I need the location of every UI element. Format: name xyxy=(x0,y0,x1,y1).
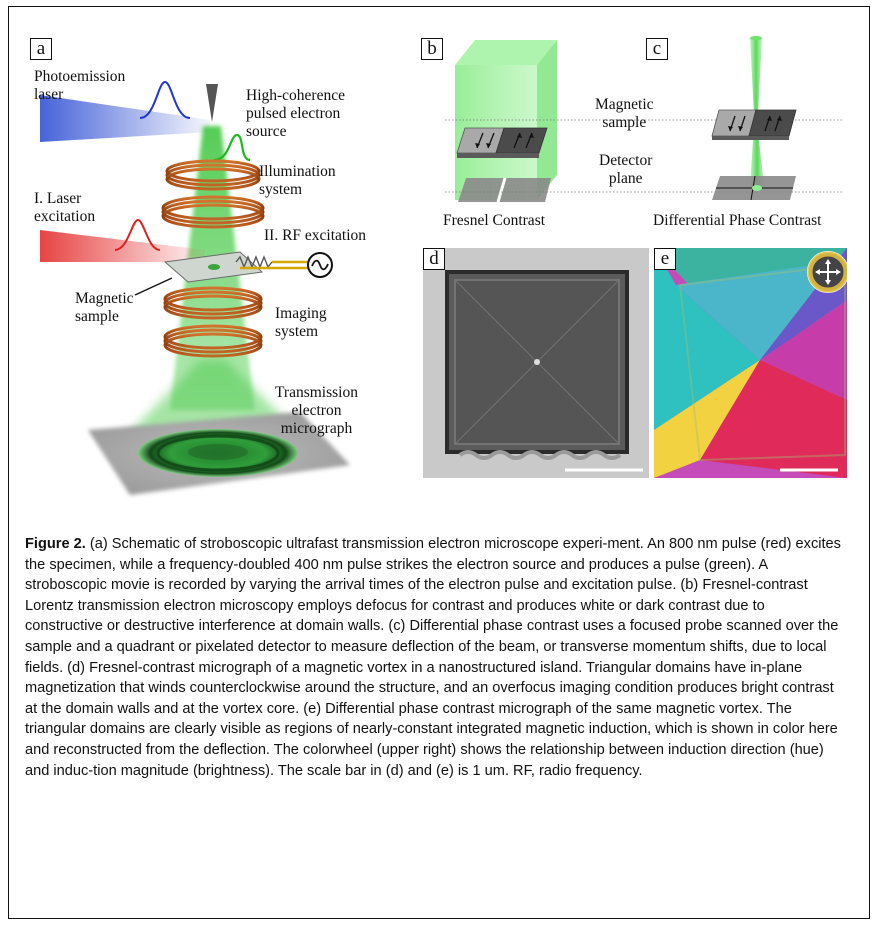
label-magnetic-sample-a: Magnetic sample xyxy=(75,290,134,325)
photoemission-laser-beam xyxy=(40,95,210,142)
label-electron-source: High-coherence pulsed electron source xyxy=(246,87,345,140)
panel-letter-b: b xyxy=(421,38,443,60)
label-magnetic-sample-c: Magnetic sample xyxy=(595,96,654,131)
panel-d-micrograph xyxy=(423,248,649,478)
green-pulse-icon xyxy=(213,133,251,162)
red-pulse-icon xyxy=(114,218,161,251)
label-illumination-system: Illumination system xyxy=(259,163,336,198)
panel-c-dpc xyxy=(711,36,797,201)
label-laser-excitation: I. Laser excitation xyxy=(34,190,96,225)
panel-a-schematic xyxy=(40,80,350,495)
blue-pulse-icon xyxy=(139,80,191,119)
panel-letter-e: e xyxy=(654,248,676,270)
figure-frame xyxy=(8,6,870,919)
label-fresnel-contrast: Fresnel Contrast xyxy=(443,212,546,229)
figure-label: Figure 2. xyxy=(25,536,86,552)
label-imaging-system: Imaging system xyxy=(275,305,327,340)
label-micrograph: Transmission electron micrograph xyxy=(275,384,358,437)
figure-caption-text: (a) Schematic of stroboscopic ultrafast … xyxy=(25,536,841,779)
panel-letter-d: d xyxy=(423,248,445,270)
label-dpc: Differential Phase Contrast xyxy=(653,212,822,229)
panel-e-dpc-micrograph xyxy=(654,248,847,478)
panel-letter-a: a xyxy=(30,38,52,60)
imaging-coils xyxy=(163,286,263,358)
rf-coil-icon xyxy=(235,255,273,269)
label-rf-excitation: II. RF excitation xyxy=(264,227,367,244)
label-detector-plane: Detector plane xyxy=(599,152,653,187)
electron-source-tip-icon xyxy=(206,84,218,122)
illumination-coils xyxy=(161,159,265,229)
label-photoemission-laser: Photoemission laser xyxy=(34,68,126,103)
figure-caption: Figure 2. (a) Schematic of stroboscopic … xyxy=(25,534,843,781)
panel-letter-c: c xyxy=(646,38,668,60)
panel-b-fresnel xyxy=(445,40,842,203)
